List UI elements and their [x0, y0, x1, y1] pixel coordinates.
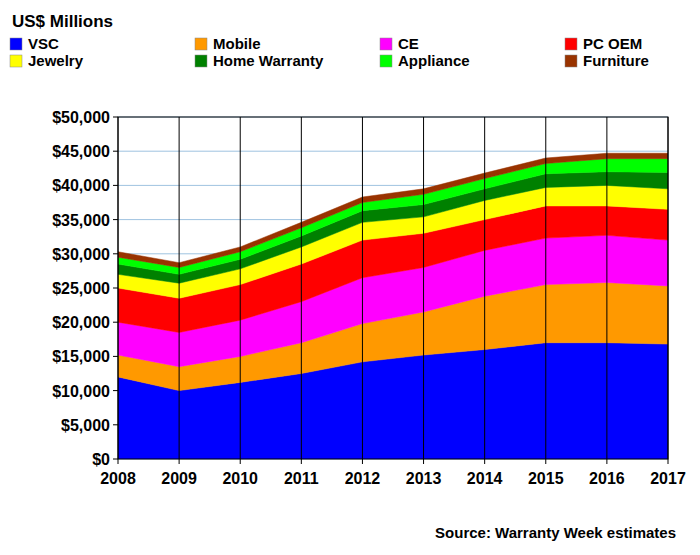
legend-swatch: [10, 55, 22, 67]
legend-swatch: [195, 38, 207, 50]
grid-line: [118, 151, 668, 152]
tick-label: 2010: [222, 470, 258, 487]
tick-mark: [113, 459, 118, 460]
tick-mark-x: [668, 459, 669, 464]
tick-label: $10,000: [52, 383, 110, 400]
legend-label: Furniture: [583, 52, 649, 69]
tick-mark-x: [118, 459, 119, 464]
tick-mark-x: [484, 459, 485, 464]
grid-line-vertical: [301, 117, 302, 459]
tick-label: $0: [92, 451, 110, 468]
legend-swatch: [10, 38, 22, 50]
tick-mark: [113, 356, 118, 357]
tick-mark-x: [606, 459, 607, 464]
legend-label: Mobile: [213, 35, 261, 52]
tick-label: 2017: [650, 470, 686, 487]
legend-label: CE: [398, 35, 419, 52]
tick-label: 2009: [161, 470, 197, 487]
tick-mark-x: [423, 459, 424, 464]
tick-label: $40,000: [52, 177, 110, 194]
tick-mark-x: [362, 459, 363, 464]
grid-line-vertical: [362, 117, 363, 459]
legend-swatch: [195, 55, 207, 67]
tick-mark: [113, 185, 118, 186]
area: [118, 153, 668, 267]
legend-swatch: [380, 38, 392, 50]
grid-line-vertical: [240, 117, 241, 459]
areas: [118, 153, 668, 459]
chart: US$ Millions VSC Mobile CE PC OEM Jewelry Home…: [0, 0, 700, 555]
legend-label: Jewelry: [28, 52, 84, 69]
legend-label: PC OEM: [583, 35, 642, 52]
source: Source: Warranty Week estimates: [435, 524, 676, 541]
tick-label: $5,000: [61, 417, 110, 434]
plot-background: [118, 117, 668, 459]
tick-label: $35,000: [52, 212, 110, 229]
tick-mark: [113, 424, 118, 425]
tick-label: 2008: [100, 470, 136, 487]
legend-label: VSC: [28, 35, 59, 52]
tick-label: 2013: [406, 470, 442, 487]
tick-mark: [113, 390, 118, 391]
legend-label: Appliance: [398, 52, 470, 69]
grid-line-vertical: [423, 117, 424, 459]
grid-line-vertical: [606, 117, 607, 459]
tick-label: 2012: [345, 470, 381, 487]
legend-swatch: [565, 55, 577, 67]
tick-label: $15,000: [52, 348, 110, 365]
tick-label: 2015: [528, 470, 564, 487]
tick-mark: [113, 322, 118, 323]
tick-mark-x: [179, 459, 180, 464]
legend-label: Home Warranty: [213, 52, 324, 69]
tick-label: $20,000: [52, 314, 110, 331]
tick-mark: [113, 253, 118, 254]
title: US$ Millions: [12, 12, 113, 31]
tick-mark: [113, 117, 118, 118]
plot-frame: [118, 117, 668, 459]
grid-line-vertical: [179, 117, 180, 459]
tick-mark-x: [240, 459, 241, 464]
tick-label: 2016: [589, 470, 625, 487]
tick-label: $30,000: [52, 246, 110, 263]
tick-mark: [113, 288, 118, 289]
tick-label: $50,000: [52, 109, 110, 126]
tick-mark-x: [545, 459, 546, 464]
tick-label: 2011: [284, 470, 319, 487]
tick-mark-x: [301, 459, 302, 464]
legend-swatch: [565, 38, 577, 50]
legend-swatch: [380, 55, 392, 67]
grid-line-vertical: [484, 117, 485, 459]
grid-line-vertical: [545, 117, 546, 459]
tick-mark: [113, 151, 118, 152]
tick-label: $25,000: [52, 280, 110, 297]
tick-label: 2014: [467, 470, 503, 487]
tick-mark: [113, 219, 118, 220]
tick-label: $45,000: [52, 143, 110, 160]
